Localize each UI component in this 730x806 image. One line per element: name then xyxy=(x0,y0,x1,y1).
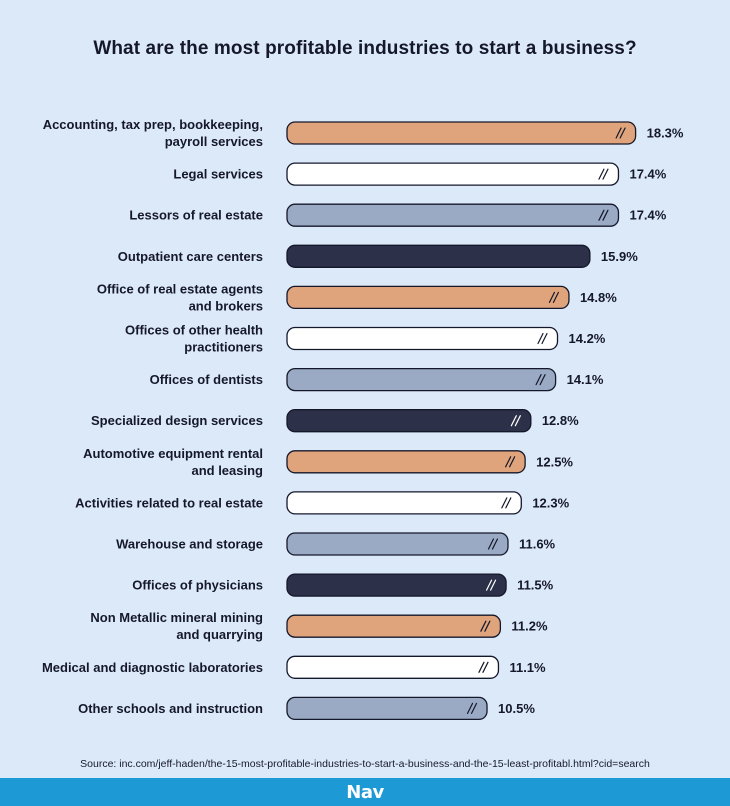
bar-glint xyxy=(509,456,516,468)
value-label: 18.3% xyxy=(647,126,684,141)
category-label-line: payroll services xyxy=(165,134,263,149)
bar-glint xyxy=(537,332,544,345)
category-label: Outpatient care centers xyxy=(118,249,263,264)
category-label: Lessors of real estate xyxy=(129,208,263,223)
category-label: Legal services xyxy=(173,167,263,182)
category-label-line: and brokers xyxy=(189,298,263,313)
bar-glint xyxy=(602,209,609,221)
bar xyxy=(286,121,637,145)
bar-glint xyxy=(485,579,493,591)
bar-glint xyxy=(535,374,542,386)
bar-glint xyxy=(510,415,517,427)
value-label: 15.9% xyxy=(601,249,638,264)
bar-glint xyxy=(598,168,605,180)
bar-glint xyxy=(501,497,508,509)
value-label: 14.8% xyxy=(580,290,617,305)
bar-glint xyxy=(541,332,548,345)
value-label: 17.4% xyxy=(629,208,666,223)
category-label-line: Warehouse and storage xyxy=(116,537,263,552)
category-label-line: Offices of other health xyxy=(125,323,263,338)
category-label-line: Offices of dentists xyxy=(150,372,263,387)
category-label: Office of real estate agents and brokers xyxy=(97,281,263,313)
bar-glint xyxy=(539,374,546,386)
category-label-line: Non Metallic mineral mining xyxy=(90,610,263,625)
bar-glint xyxy=(505,456,512,468)
value-label: 11.2% xyxy=(511,619,548,634)
value-label: 11.1% xyxy=(509,660,546,675)
chart-title: What are the most profitable industries … xyxy=(93,38,637,59)
category-label-line: and quarrying xyxy=(176,627,263,642)
category-label-line: Specialized design services xyxy=(91,413,263,428)
category-label-line: Outpatient care centers xyxy=(118,249,263,264)
bar xyxy=(286,326,559,351)
category-label: Specialized design services xyxy=(91,413,263,428)
category-label-line: Other schools and instruction xyxy=(78,701,263,716)
bar-glint xyxy=(505,497,512,509)
bar-chart: Accounting, tax prep, bookkeeping, payrol… xyxy=(42,117,684,721)
value-label: 12.8% xyxy=(542,413,579,428)
bar-glint xyxy=(514,415,521,427)
category-label-line: Legal services xyxy=(173,167,263,182)
bar-glint xyxy=(484,620,491,632)
category-label-line: practitioners xyxy=(184,340,263,355)
category-label-line: Automotive equipment rental xyxy=(83,446,263,461)
bar xyxy=(286,696,488,721)
bar-glint xyxy=(598,209,605,221)
value-label: 12.5% xyxy=(536,454,573,469)
category-label-line: Office of real estate agents xyxy=(97,281,263,296)
category-label: Other schools and instruction xyxy=(78,701,263,716)
value-label: 11.5% xyxy=(517,578,554,593)
category-label-line: Offices of physicians xyxy=(132,578,263,593)
bar xyxy=(286,614,502,638)
bar xyxy=(286,491,522,515)
value-label: 14.1% xyxy=(567,372,604,387)
bar xyxy=(286,532,509,556)
value-label: 12.3% xyxy=(532,495,569,510)
category-label-line: Medical and diagnostic laboratories xyxy=(42,660,263,675)
footer-bar: Nav xyxy=(0,778,730,806)
bar xyxy=(286,162,620,186)
value-label: 17.4% xyxy=(629,167,666,182)
value-label: 14.2% xyxy=(569,331,606,346)
bar-glint xyxy=(615,127,622,139)
bar xyxy=(286,285,570,310)
bar-glint xyxy=(478,661,485,673)
category-label: Activities related to real estate xyxy=(75,495,263,510)
bar xyxy=(286,409,532,433)
bar-glint xyxy=(466,702,474,715)
bar-glint xyxy=(602,168,609,180)
bar xyxy=(286,367,557,392)
bar xyxy=(286,203,620,227)
value-label: 11.6% xyxy=(519,537,556,552)
bar xyxy=(286,655,500,679)
category-label: Non Metallic mineral mining and quarrying xyxy=(90,610,263,642)
category-label: Accounting, tax prep, bookkeeping, payrol… xyxy=(43,117,263,149)
bar xyxy=(286,450,526,474)
bar xyxy=(286,244,591,268)
bar-glint xyxy=(480,620,487,632)
category-label-line: and leasing xyxy=(191,463,263,478)
category-label: Offices of dentists xyxy=(150,372,263,387)
value-label: 10.5% xyxy=(498,701,535,716)
nav-logo: Nav xyxy=(346,781,384,803)
bar xyxy=(286,573,507,597)
category-label-line: Activities related to real estate xyxy=(75,495,263,510)
category-label: Offices of other health practitioners xyxy=(125,323,263,355)
category-label: Offices of physicians xyxy=(132,578,263,593)
bar-glint xyxy=(482,661,489,673)
bar-glint xyxy=(489,579,497,591)
bar-glint xyxy=(552,291,560,303)
category-label: Automotive equipment rental and leasing xyxy=(83,446,263,478)
category-label-line: Accounting, tax prep, bookkeeping, xyxy=(43,117,263,132)
category-label: Warehouse and storage xyxy=(116,537,263,552)
bar-glint xyxy=(491,538,499,550)
bar-glint xyxy=(487,538,495,550)
source-note: Source: inc.com/jeff-haden/the-15-most-p… xyxy=(80,758,650,770)
category-label: Medical and diagnostic laboratories xyxy=(42,660,263,675)
bar-glint xyxy=(470,702,478,715)
bar-glint xyxy=(619,127,626,139)
category-label-line: Lessors of real estate xyxy=(129,208,263,223)
bar-glint xyxy=(548,291,556,303)
